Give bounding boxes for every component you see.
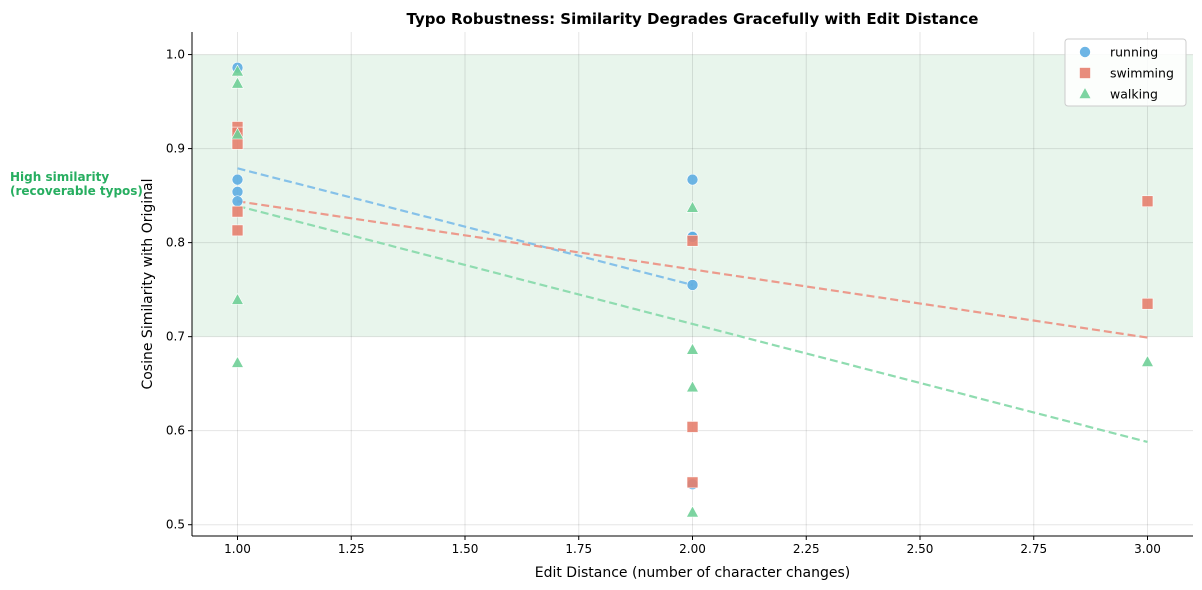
data-point-swimming (686, 234, 699, 247)
x-tick-label: 2.75 (1020, 542, 1047, 556)
y-tick-label: 0.6 (166, 424, 185, 438)
legend-marker-walking (1078, 86, 1092, 99)
x-tick-label: 1.00 (224, 542, 251, 556)
x-tick-label: 1.75 (565, 542, 592, 556)
x-tick-label: 2.50 (907, 542, 934, 556)
data-point-swimming (1141, 195, 1154, 208)
data-point-running (231, 173, 244, 186)
data-point-swimming (686, 476, 699, 489)
chart-title: Typo Robustness: Similarity Degrades Gra… (407, 10, 979, 28)
data-point-swimming (1141, 297, 1154, 310)
data-point-walking (685, 342, 700, 355)
annotation-text: (recoverable typos) (10, 184, 143, 198)
data-point-walking (230, 64, 245, 77)
data-point-running (686, 279, 699, 291)
legend-label: walking (1110, 87, 1158, 102)
y-tick-label: 0.8 (166, 236, 185, 250)
data-point-walking (230, 292, 245, 305)
data-point-running (686, 173, 699, 186)
data-point-walking (1140, 354, 1155, 367)
x-tick-label: 2.00 (679, 542, 706, 556)
y-axis-label: Cosine Similarity with Original (140, 178, 156, 389)
data-point-swimming (686, 421, 699, 433)
y-tick-label: 0.5 (166, 518, 185, 532)
data-point-walking (685, 380, 700, 393)
legend-label: running (1110, 45, 1158, 60)
data-point-walking (230, 127, 245, 140)
data-point-walking (685, 200, 700, 213)
legend (1064, 38, 1187, 107)
data-point-walking (230, 76, 245, 89)
data-point-swimming (231, 224, 244, 237)
y-tick-label: 0.9 (166, 142, 185, 156)
data-point-walking (230, 355, 245, 368)
x-tick-label: 3.00 (1134, 542, 1161, 556)
annotation-text: High similarity (10, 170, 109, 184)
legend-label: swimming (1110, 66, 1174, 81)
y-tick-label: 0.7 (166, 330, 185, 344)
data-point-swimming (231, 138, 244, 150)
trendline-running (237, 167, 693, 287)
x-tick-label: 2.25 (793, 542, 820, 556)
x-tick-label: 1.25 (338, 542, 365, 556)
legend-marker-running (1079, 46, 1091, 58)
data-point-running (231, 195, 244, 208)
data-point-walking (685, 505, 700, 518)
legend-marker-swimming (1079, 67, 1091, 79)
data-point-swimming (231, 205, 244, 218)
trendline-walking (237, 204, 1148, 444)
trendline-swimming (237, 200, 1148, 339)
x-tick-label: 1.50 (452, 542, 479, 556)
x-axis-label: Edit Distance (number of character chang… (535, 565, 851, 581)
y-tick-label: 1.0 (166, 48, 185, 62)
